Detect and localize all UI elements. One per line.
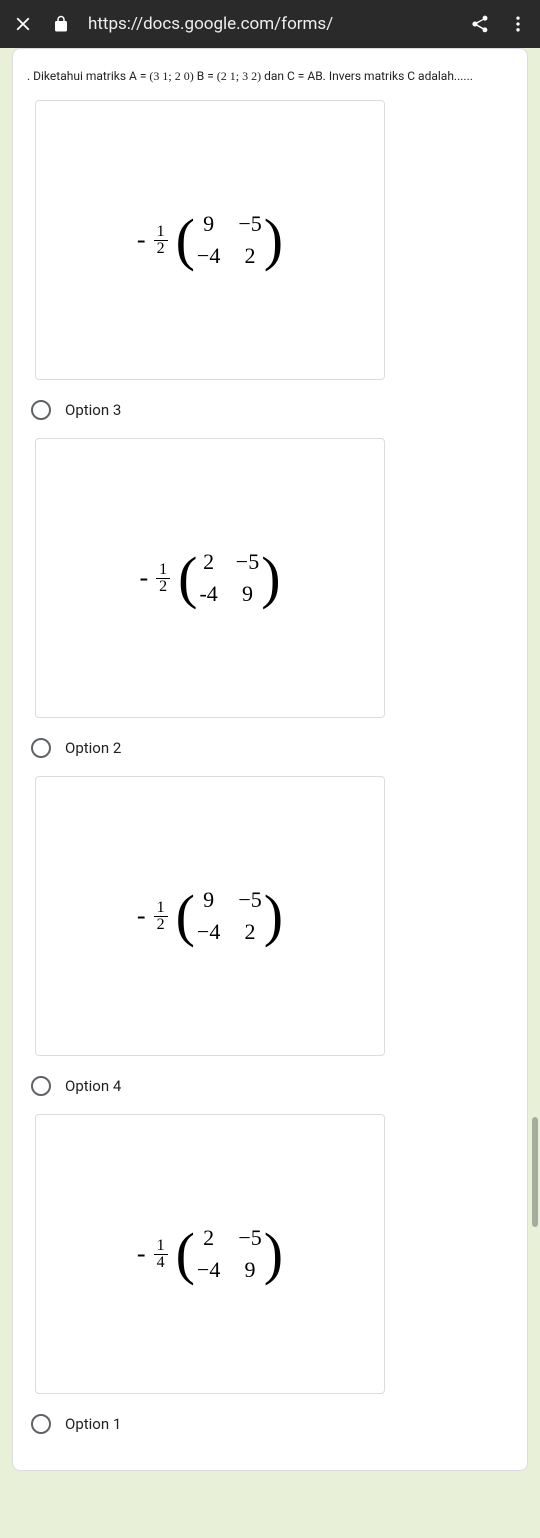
lock-icon: [52, 15, 70, 33]
q-mid: B =: [197, 69, 217, 83]
question-card: . Diketahui matriks A = (3 1; 2 0) B = (…: [12, 48, 528, 1471]
option-image: - 12 ( 2−5 -49 ): [35, 438, 385, 718]
more-icon[interactable]: [508, 14, 528, 34]
url-text[interactable]: https://docs.google.com/forms/: [88, 14, 452, 34]
option-radio-row[interactable]: Option 3: [27, 394, 513, 426]
math-expr: - 12 ( 9−5 −42 ): [137, 211, 283, 269]
option-block: - 12 ( 9−5 −42 ) Option 3: [27, 100, 513, 426]
option-image: - 14 ( 2−5 −49 ): [35, 1114, 385, 1394]
math-expr: - 12 ( 2−5 -49 ): [139, 549, 280, 607]
option-label: Option 3: [65, 401, 121, 419]
close-icon[interactable]: [12, 13, 34, 35]
q-matrix-b: (2 1; 3 2): [217, 69, 264, 83]
q-matrix-a: (3 1; 2 0): [149, 69, 196, 83]
option-radio-row[interactable]: Option 1: [27, 1408, 513, 1440]
option-block: - 12 ( 9−5 −42 ) Option 4: [27, 776, 513, 1102]
option-block: - 12 ( 2−5 -49 ) Option 2: [27, 438, 513, 764]
form-content: . Diketahui matriks A = (3 1; 2 0) B = (…: [0, 48, 540, 1491]
option-label: Option 1: [65, 1415, 121, 1433]
question-text: . Diketahui matriks A = (3 1; 2 0) B = (…: [27, 67, 513, 86]
q-prefix: . Diketahui matriks A =: [27, 69, 149, 83]
radio-icon[interactable]: [31, 400, 51, 420]
radio-icon[interactable]: [31, 738, 51, 758]
option-image: - 12 ( 9−5 −42 ): [35, 100, 385, 380]
browser-topbar: https://docs.google.com/forms/: [0, 0, 540, 48]
option-radio-row[interactable]: Option 2: [27, 732, 513, 764]
option-block: - 14 ( 2−5 −49 ) Option 1: [27, 1114, 513, 1440]
scrollbar-thumb[interactable]: [532, 1117, 538, 1227]
option-label: Option 2: [65, 739, 121, 757]
math-expr: - 14 ( 2−5 −49 ): [137, 1225, 283, 1283]
radio-icon[interactable]: [31, 1076, 51, 1096]
option-label: Option 4: [65, 1077, 121, 1095]
scrollbar[interactable]: [532, 60, 538, 1528]
q-suffix: dan C = AB. Invers matriks C adalah.....…: [264, 69, 473, 83]
math-expr: - 12 ( 9−5 −42 ): [137, 887, 283, 945]
share-icon[interactable]: [470, 14, 490, 34]
option-image: - 12 ( 9−5 −42 ): [35, 776, 385, 1056]
radio-icon[interactable]: [31, 1414, 51, 1434]
option-radio-row[interactable]: Option 4: [27, 1070, 513, 1102]
